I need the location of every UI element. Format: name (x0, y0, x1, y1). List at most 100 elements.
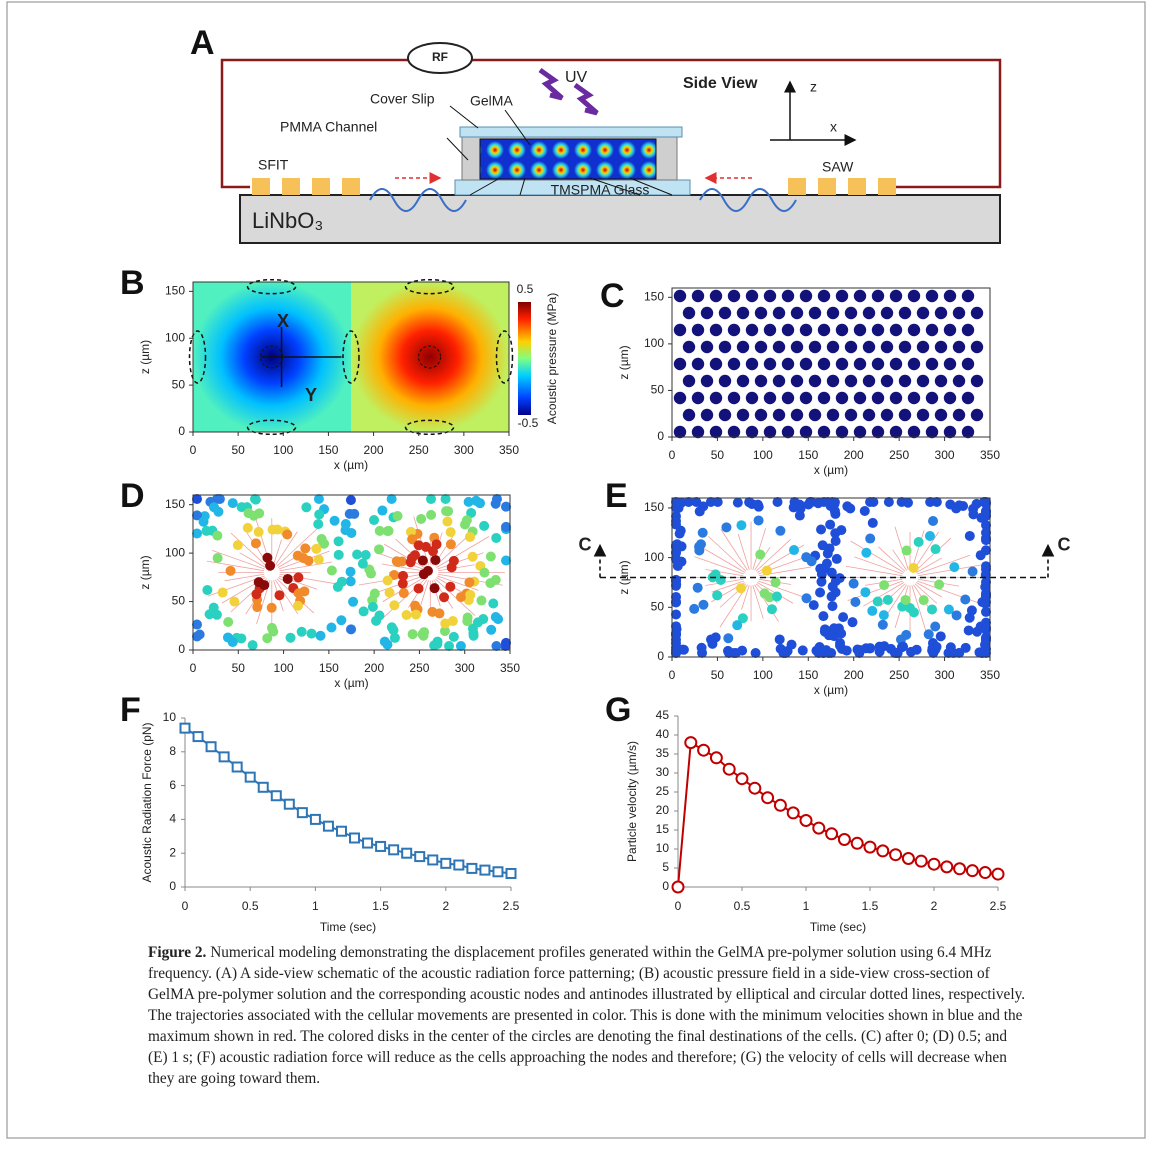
cell-dot (853, 425, 867, 439)
cell-dot (413, 540, 424, 551)
plot-frame (671, 497, 991, 658)
cell-dot (789, 545, 800, 556)
cell-dot (745, 323, 759, 337)
cell-dot (416, 513, 427, 524)
panel-image (671, 497, 991, 658)
cell-dot (208, 602, 219, 613)
cell-dot (781, 289, 795, 303)
cell-dot (853, 323, 867, 337)
cell-dot (336, 576, 347, 587)
trajectory (913, 531, 940, 571)
y-tick-label: 50 (651, 383, 665, 397)
cell-dot (943, 425, 957, 439)
y-tick-label: 8 (169, 744, 176, 758)
cell-dot (817, 425, 831, 439)
cell-dot (763, 357, 777, 371)
cell-dot (445, 581, 456, 592)
cell-dot (671, 502, 681, 513)
cell-dot (410, 609, 421, 620)
cell-dot (970, 306, 984, 320)
cell-dot (826, 340, 840, 354)
z-axis-label: z (810, 79, 817, 95)
colorbar-label: -0.5 (518, 416, 539, 430)
cell-dot (848, 578, 859, 589)
cell-dot (934, 340, 948, 354)
x-tick-label: 0.5 (242, 899, 259, 913)
marker (257, 781, 269, 793)
x-axis-label: Time (sec) (320, 920, 376, 934)
cell-dot (882, 594, 893, 605)
cell-dot (727, 289, 741, 303)
cell-dot (296, 626, 307, 637)
cell-dot (835, 357, 849, 371)
y-axis-label: z (µm) (138, 555, 152, 589)
cell-dot (981, 527, 991, 538)
panel-label: F (120, 691, 141, 729)
cell-dot (898, 408, 912, 422)
cell-dot (754, 408, 768, 422)
cell-dot (198, 516, 209, 527)
cell-dot (448, 631, 459, 642)
cell-dot (971, 498, 982, 509)
cell-dot (934, 306, 948, 320)
x-tick-label: 1 (803, 899, 810, 913)
y-tick-label: 50 (651, 599, 665, 613)
cell-dot (808, 340, 822, 354)
saw-label: SAW (822, 159, 854, 175)
cell-dot (770, 577, 781, 588)
marker (863, 840, 877, 854)
panel-label: D (120, 477, 145, 515)
trajectory (708, 536, 747, 572)
y-tick-label: 25 (656, 784, 670, 798)
cell-dot (262, 633, 273, 644)
marker (965, 864, 979, 878)
trajectory (224, 573, 265, 582)
cell-dot (682, 340, 696, 354)
marker (218, 751, 230, 763)
marker (722, 762, 736, 776)
cell-dot (229, 596, 240, 607)
trajectory (720, 529, 748, 571)
x-tick-label: 300 (935, 448, 955, 462)
cell-dot (817, 323, 831, 337)
cell-dot (293, 600, 304, 611)
cell-dot (736, 408, 750, 422)
cell-dot (709, 357, 723, 371)
cell-dot (766, 604, 777, 615)
cell-dot (817, 289, 831, 303)
x-tick-label: 0 (182, 899, 189, 913)
y-tick-label: 5 (662, 860, 669, 874)
cell-dot (360, 549, 371, 560)
cell-dot (934, 579, 945, 590)
y-tick-label: 40 (656, 727, 670, 741)
trajectory (702, 547, 745, 573)
cell-dot (723, 633, 734, 644)
cell-dot (889, 289, 903, 303)
colorbar-label: 0.5 (517, 282, 534, 296)
cell-dot (960, 594, 971, 605)
cell-dot (192, 528, 202, 539)
cell-dot (925, 289, 939, 303)
marker (322, 820, 334, 832)
x-tick-label: 150 (798, 668, 818, 682)
cell-dot (970, 408, 984, 422)
x-tick-label: 0 (675, 899, 682, 913)
node (188, 330, 207, 384)
cell-dot (817, 357, 831, 371)
cell-dot (907, 289, 921, 303)
marker (440, 857, 452, 869)
cell-dot (345, 566, 356, 577)
trajectory (711, 580, 744, 593)
panel-label: G (605, 691, 631, 729)
cell-dot (880, 408, 894, 422)
cell-dot (253, 526, 264, 537)
cell-dot (319, 538, 330, 549)
cell-dot (907, 425, 921, 439)
marker (697, 743, 711, 757)
cell-dot (772, 408, 786, 422)
cell-dot (961, 323, 975, 337)
cell-dot (671, 648, 681, 658)
cell-dot (927, 645, 938, 656)
cell-dot (311, 543, 322, 554)
cell-dot (217, 587, 228, 598)
